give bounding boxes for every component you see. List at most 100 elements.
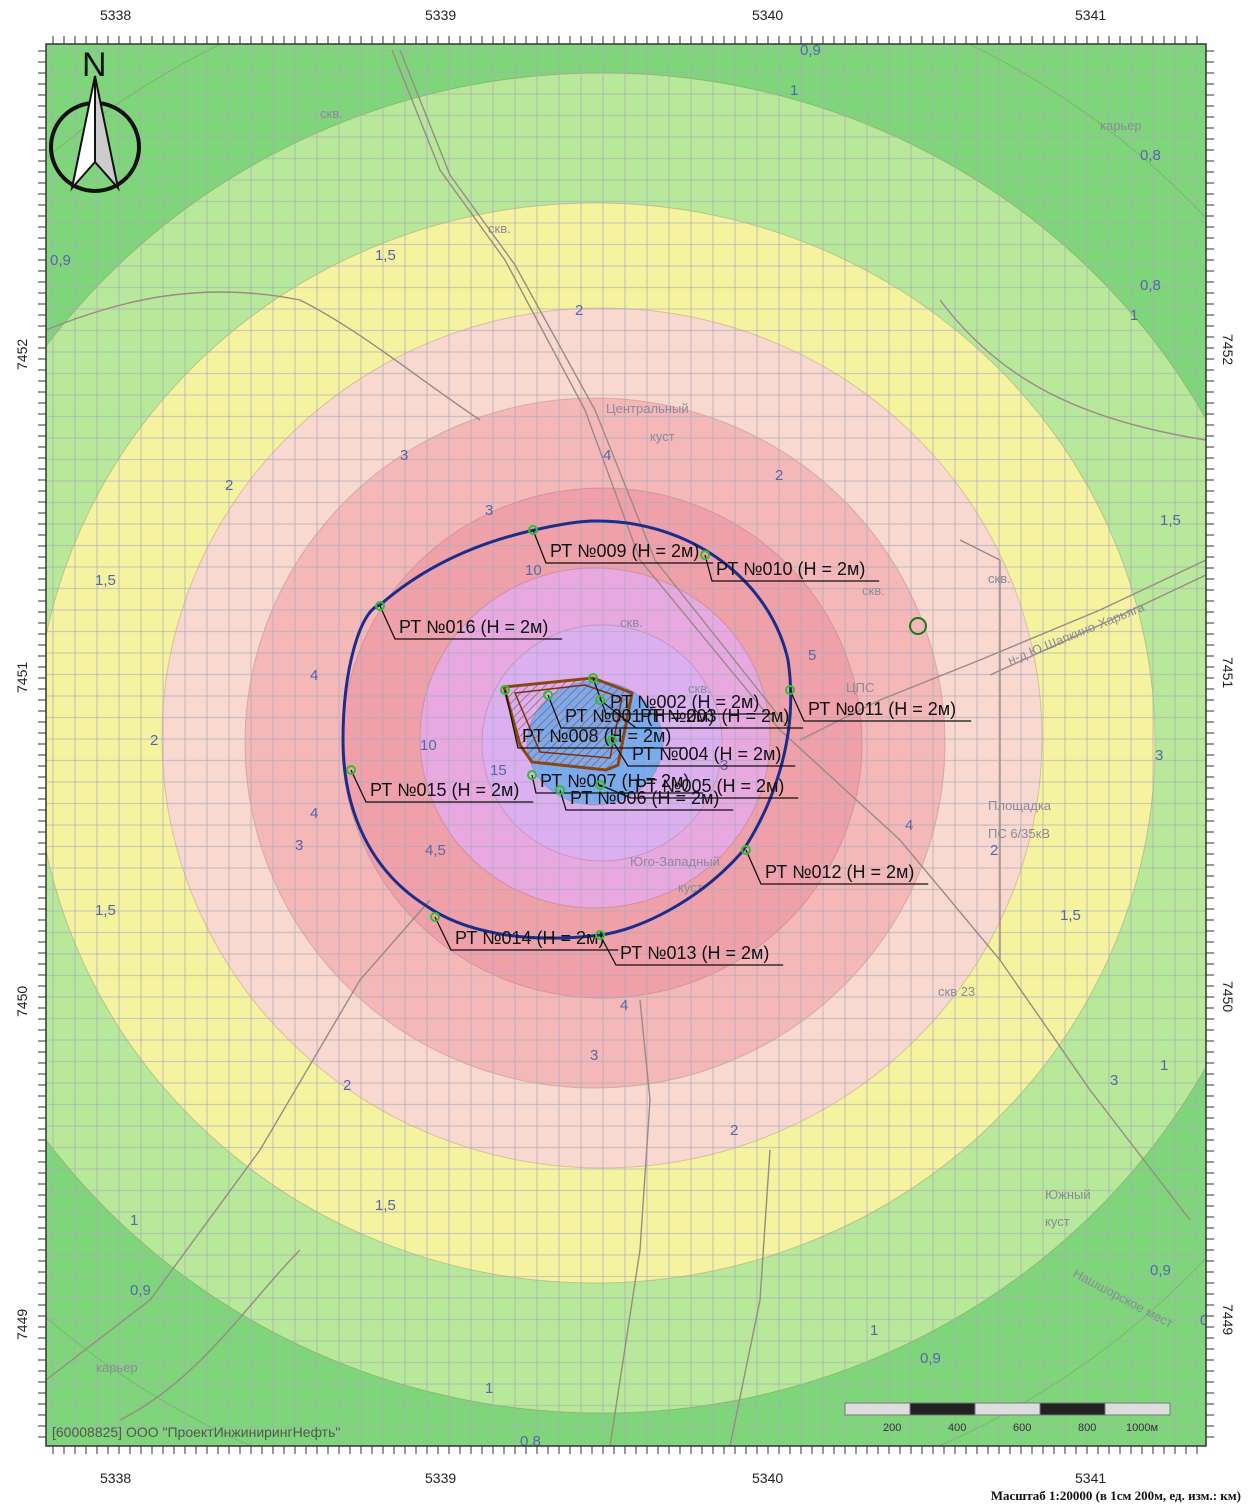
isoline-value-label: 1,5 <box>1160 512 1181 529</box>
place-label: скв. <box>862 583 885 598</box>
isoline-value-label: 2 <box>575 302 583 319</box>
point-label: РТ №013 (Н = 2м) <box>620 943 769 963</box>
x-axis-label-bottom: 5339 <box>425 1470 456 1486</box>
isoline-value-label: 1 <box>870 1322 878 1339</box>
point-label: РТ №008 (Н = 2м) <box>522 726 671 746</box>
place-label: скв. <box>320 106 343 121</box>
y-axis-label-left: 7452 <box>14 339 30 370</box>
point-leader-line <box>599 784 799 799</box>
isoline-value-label: 2 <box>775 467 783 484</box>
place-label: ЦПС <box>846 680 874 695</box>
point-leader-line <box>559 789 734 811</box>
point-leader-line <box>599 934 784 966</box>
organization-label: [60008825] ООО "ПроектИнжинирингНефть" <box>52 1424 340 1440</box>
isoline-value-label: 4 <box>603 447 611 464</box>
road <box>46 899 431 1381</box>
isoline-value-label: 1,5 <box>1060 907 1081 924</box>
scale-tick-label: 1000м <box>1126 1422 1158 1434</box>
point-leader-line <box>789 689 972 722</box>
isoline-value-label: 2 <box>225 477 233 494</box>
place-label: куст <box>650 429 675 444</box>
point-label: РТ №006 (Н = 2м) <box>570 788 719 808</box>
point-label: РТ №004 (Н = 2м) <box>632 744 781 764</box>
isoline-value-label: 10 <box>420 737 437 754</box>
isoline-value-label: 1 <box>485 1380 493 1397</box>
isoline-value-label: 1,5 <box>95 572 116 589</box>
isoline-value-label: 0,9 <box>920 1350 941 1367</box>
scale-tick-label: 400 <box>948 1422 966 1434</box>
isoline-value-label: 4 <box>310 667 318 684</box>
point-label: РТ №007 (Н = 2м) <box>540 771 689 791</box>
scale-bar-segment-1 <box>844 1402 911 1416</box>
point-leader-line <box>745 849 929 885</box>
point-label: РТ №010 (Н = 2м) <box>716 559 865 579</box>
isoline-value-label: 4 <box>620 997 628 1014</box>
isoline-value-label: 0,9 <box>130 1282 151 1299</box>
point-leader-line <box>504 689 686 749</box>
road <box>609 999 651 1446</box>
y-axis-label-left: 7451 <box>14 662 30 693</box>
road <box>399 49 791 731</box>
isoline-value-label: 3 <box>485 502 493 519</box>
isoline-value-label: 1 <box>1130 307 1138 324</box>
isoline-value-label: 2 <box>150 732 158 749</box>
isoline-value-label: 0,8 <box>1140 277 1161 294</box>
place-label: Южный <box>1045 1187 1091 1202</box>
point-label: РТ №003 (Н = 2м) <box>640 706 789 726</box>
x-axis-label-bottom: 5341 <box>1075 1470 1106 1486</box>
place-label: карьер <box>1100 118 1142 133</box>
scale-tick-label: 600 <box>1013 1422 1031 1434</box>
x-axis-label-top: 5340 <box>752 7 783 23</box>
y-axis-label-left: 7449 <box>14 1309 30 1340</box>
isoline-value-label: 4,5 <box>425 842 446 859</box>
scale-bar-segment-3 <box>974 1402 1041 1416</box>
isoline-value-label: 4 <box>310 805 318 822</box>
calculation-points: РТ №009 (Н = 2м) РТ №010 (Н = 2м) РТ №016 … <box>346 525 972 966</box>
scale-bar: 200 400 600 800 1000м <box>844 1402 1171 1434</box>
point-marker <box>588 673 598 683</box>
place-label: скв. <box>988 571 1011 586</box>
sanitary-zone-boundary <box>341 519 793 940</box>
isoline-value-label: 15 <box>490 762 507 779</box>
road <box>939 299 1206 441</box>
point-marker <box>543 690 553 700</box>
point-label: РТ №012 (Н = 2м) <box>765 862 914 882</box>
point-label: РТ №002 (Н = 2м) <box>610 692 759 712</box>
point-marker <box>595 695 605 705</box>
isoline-value-label: 3 <box>295 837 303 854</box>
x-axis-label-top: 5341 <box>1075 7 1106 23</box>
point-leader-line <box>379 605 563 640</box>
isoline-value-label: 3 <box>400 447 408 464</box>
source-marker <box>909 617 927 635</box>
point-marker <box>375 601 385 611</box>
point-leader-line <box>531 774 704 794</box>
isoline-value-label: 0,8 <box>1140 147 1161 164</box>
scale-tick-label: 800 <box>1078 1422 1096 1434</box>
isoline-value-label: 1 <box>130 1212 138 1229</box>
isoline-value-label: 1 <box>790 82 798 99</box>
point-leader-line <box>599 699 804 729</box>
isoline-value-label: 2 <box>990 842 998 859</box>
road <box>391 49 1191 1221</box>
point-marker <box>607 735 617 745</box>
y-axis-label-left: 7450 <box>14 986 30 1017</box>
point-label: РТ №015 (Н = 2м) <box>370 780 519 800</box>
road <box>46 291 481 421</box>
y-axis-label-right: 7449 <box>1220 1304 1236 1335</box>
point-label: РТ №014 (Н = 2м) <box>455 928 604 948</box>
point-leader-line <box>350 769 534 803</box>
point-marker <box>500 685 510 695</box>
point-label: РТ №005 (Н = 2м) <box>635 776 784 796</box>
point-leader-line <box>532 529 714 564</box>
compass-rose: N <box>49 46 141 193</box>
place-label: скв. <box>488 221 511 236</box>
point-marker <box>741 845 751 855</box>
map-frame <box>45 43 1207 1447</box>
isoline-value-label: 0,8 <box>520 1433 541 1450</box>
isoline-value-label: 0,9 <box>800 42 821 59</box>
road <box>119 1249 301 1421</box>
place-label: скв. <box>688 681 711 696</box>
x-axis-label-bottom: 5338 <box>100 1470 131 1486</box>
scale-caption: Масштаб 1:20000 (в 1см 200м, ед. изм.: к… <box>990 1488 1241 1503</box>
